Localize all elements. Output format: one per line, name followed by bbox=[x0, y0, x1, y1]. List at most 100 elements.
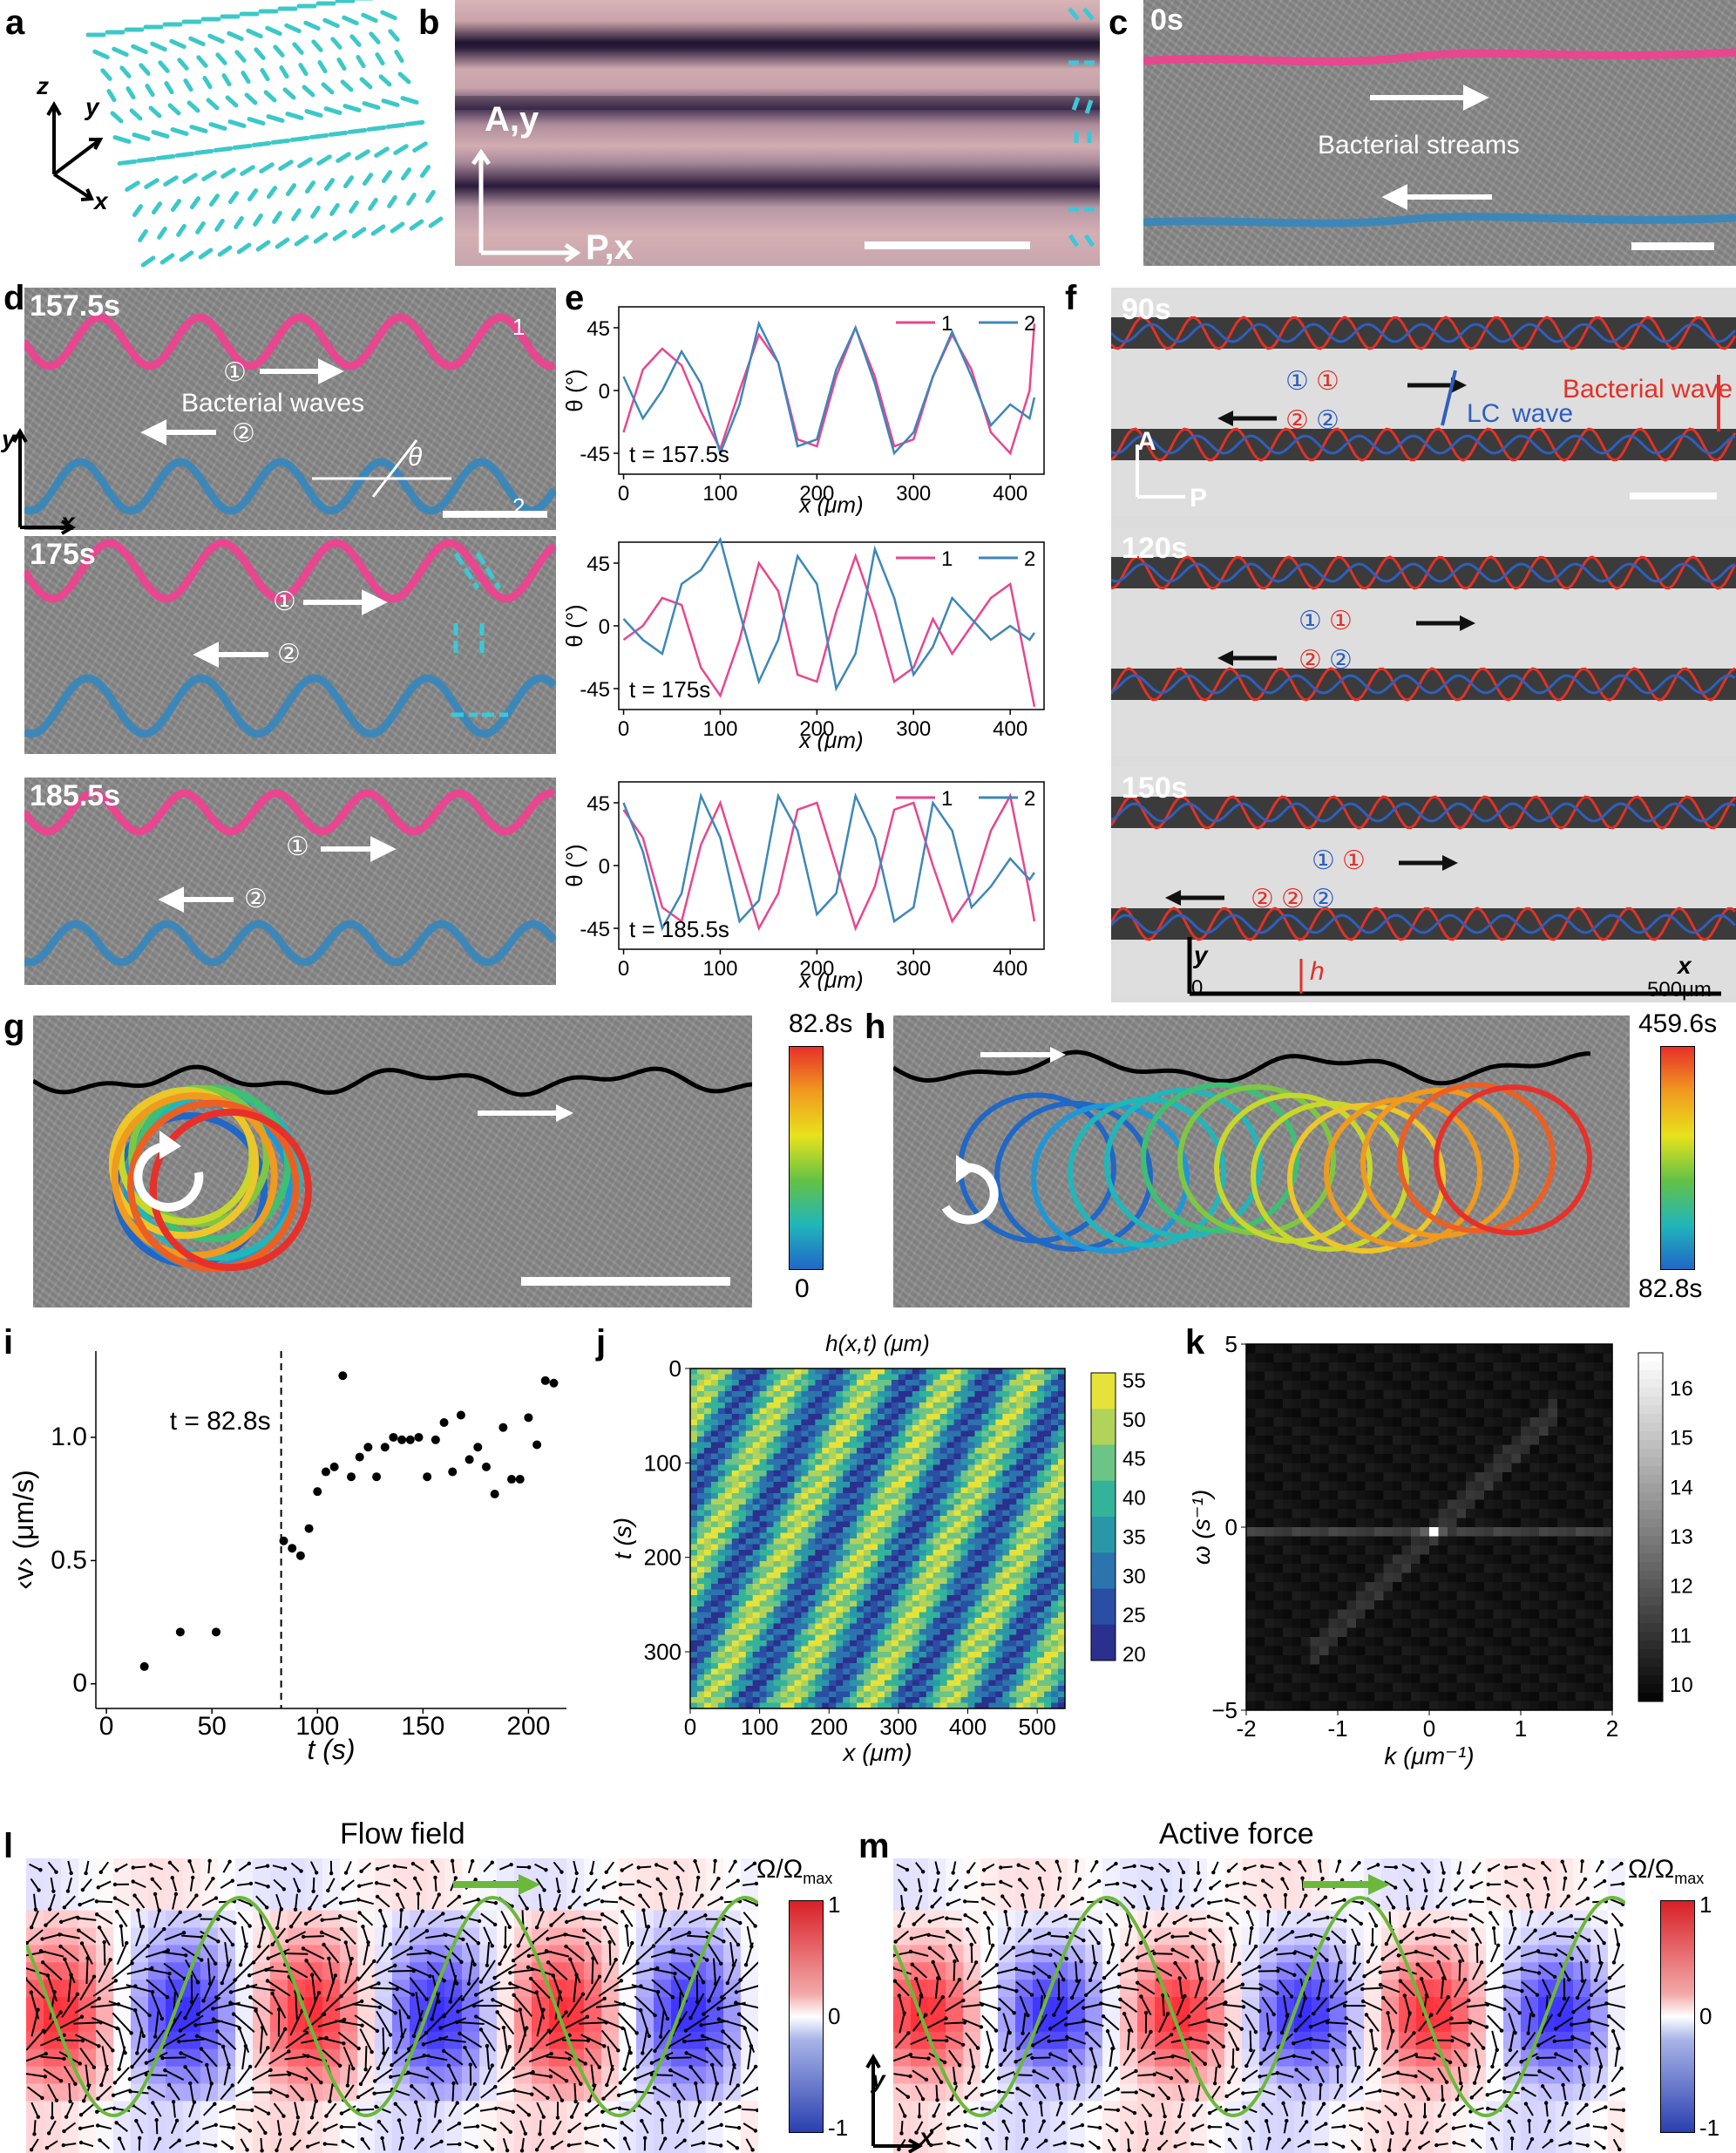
colorbar-cell bbox=[1091, 1430, 1116, 1438]
heatmap-cell bbox=[752, 1493, 761, 1499]
heatmap-cell bbox=[1009, 1555, 1017, 1562]
heatmap-cell bbox=[703, 1572, 712, 1579]
heatmap-cell bbox=[939, 1476, 948, 1483]
heatmap-cell bbox=[787, 1493, 795, 1499]
heatmap-cell bbox=[787, 1476, 795, 1483]
heatmap-cell bbox=[1539, 1436, 1549, 1445]
heatmap-cell bbox=[1475, 1444, 1485, 1455]
heatmap-cell bbox=[829, 1380, 837, 1386]
heatmap-cell bbox=[1365, 1371, 1375, 1382]
heatmap-cell bbox=[1044, 1419, 1052, 1426]
heatmap-cell bbox=[696, 1419, 705, 1426]
heatmap-cell bbox=[801, 1436, 809, 1443]
heatmap-cell bbox=[1283, 1399, 1292, 1409]
heatmap-cell bbox=[981, 1391, 989, 1397]
heatmap-cell bbox=[1475, 1554, 1485, 1565]
heatmap-cell bbox=[1401, 1472, 1412, 1482]
heatmap-cell bbox=[946, 1374, 955, 1381]
y-tick-label: -45 bbox=[580, 918, 610, 941]
heatmap-cell bbox=[836, 1634, 844, 1641]
heatmap-cell bbox=[745, 1516, 754, 1522]
heatmap-cell bbox=[808, 1396, 816, 1403]
heatmap-cell bbox=[703, 1459, 712, 1465]
director-rod bbox=[359, 77, 373, 90]
heatmap-cell bbox=[724, 1680, 733, 1687]
heatmap-cell bbox=[724, 1453, 733, 1460]
heatmap-cell bbox=[829, 1425, 837, 1431]
heatmap-cell bbox=[1037, 1482, 1045, 1488]
heatmap-cell bbox=[878, 1369, 885, 1375]
heatmap-cell bbox=[1493, 1499, 1503, 1510]
heatmap-cell bbox=[773, 1374, 782, 1381]
heatmap-cell bbox=[1566, 1518, 1577, 1528]
heatmap-cell bbox=[995, 1521, 1003, 1528]
heatmap-cell bbox=[710, 1691, 719, 1698]
heatmap-cell bbox=[780, 1369, 788, 1375]
heatmap-cell bbox=[1023, 1374, 1031, 1381]
heatmap-cell bbox=[1411, 1509, 1421, 1518]
heatmap-cell bbox=[1051, 1521, 1059, 1528]
heatmap-cell bbox=[710, 1572, 719, 1579]
heatmap-cell bbox=[1493, 1572, 1503, 1583]
heatmap-cell bbox=[1030, 1510, 1038, 1517]
heatmap-cell bbox=[1328, 1381, 1339, 1390]
heatmap-cell bbox=[988, 1482, 996, 1488]
heatmap-cell bbox=[1566, 1344, 1577, 1354]
heatmap-cell bbox=[731, 1408, 740, 1415]
heatmap-cell bbox=[1328, 1564, 1339, 1573]
heatmap-cell bbox=[1310, 1564, 1320, 1573]
heatmap-cell bbox=[822, 1634, 830, 1641]
heatmap-cell bbox=[1009, 1691, 1017, 1698]
heatmap-cell bbox=[1411, 1436, 1421, 1445]
heatmap-cell bbox=[1448, 1381, 1457, 1390]
heatmap-cell bbox=[1401, 1426, 1412, 1436]
heatmap-cell bbox=[912, 1652, 920, 1658]
heatmap-cell bbox=[981, 1436, 989, 1443]
heatmap-cell bbox=[780, 1600, 788, 1607]
heatmap-cell bbox=[939, 1680, 948, 1687]
heatmap-cell bbox=[953, 1623, 962, 1630]
heatmap-cell bbox=[752, 1527, 761, 1533]
heatmap-cell bbox=[731, 1476, 740, 1483]
heatmap-cell bbox=[815, 1584, 823, 1590]
heatmap-cell bbox=[898, 1668, 906, 1675]
heatmap-cell bbox=[843, 1555, 851, 1562]
heatmap-cell bbox=[822, 1544, 830, 1551]
heatmap-cell bbox=[822, 1448, 830, 1454]
heatmap-cell bbox=[738, 1640, 747, 1647]
heatmap-cell bbox=[1383, 1554, 1394, 1565]
heatmap-cell bbox=[878, 1385, 885, 1392]
heatmap-cell bbox=[801, 1532, 809, 1539]
heatmap-cell bbox=[1557, 1463, 1567, 1473]
heatmap-cell bbox=[1283, 1591, 1292, 1601]
heatmap-cell bbox=[1058, 1419, 1066, 1426]
heatmap-cell bbox=[1051, 1697, 1059, 1703]
heatmap-cell bbox=[1346, 1408, 1357, 1418]
heatmap-cell bbox=[871, 1521, 878, 1528]
data-point bbox=[347, 1472, 356, 1482]
heatmap-cell bbox=[1338, 1582, 1347, 1592]
heatmap-cell bbox=[1023, 1657, 1031, 1664]
heatmap-cell bbox=[752, 1453, 761, 1460]
heatmap-cell bbox=[1301, 1463, 1311, 1473]
heatmap-cell bbox=[1016, 1532, 1024, 1539]
director-rod bbox=[291, 207, 302, 221]
heatmap-cell bbox=[696, 1555, 705, 1562]
heatmap-cell bbox=[1016, 1686, 1024, 1692]
heatmap-cell bbox=[843, 1612, 851, 1619]
heatmap-cell bbox=[974, 1623, 982, 1630]
director-rod bbox=[206, 98, 220, 111]
heatmap-cell bbox=[1448, 1545, 1457, 1555]
heatmap-cell bbox=[1548, 1399, 1558, 1409]
heatmap-cell bbox=[1037, 1646, 1045, 1653]
heatmap-cell bbox=[967, 1448, 975, 1454]
heatmap-cell bbox=[1002, 1680, 1010, 1687]
colorbar-cell bbox=[1091, 1394, 1116, 1403]
heatmap-cell bbox=[1265, 1371, 1274, 1382]
heatmap-cell bbox=[690, 1403, 698, 1409]
heatmap-cell bbox=[724, 1634, 733, 1641]
heatmap-cell bbox=[960, 1578, 969, 1585]
heatmap-cell bbox=[871, 1663, 878, 1669]
heatmap-cell bbox=[1002, 1470, 1010, 1477]
heatmap-cell bbox=[1002, 1436, 1010, 1443]
